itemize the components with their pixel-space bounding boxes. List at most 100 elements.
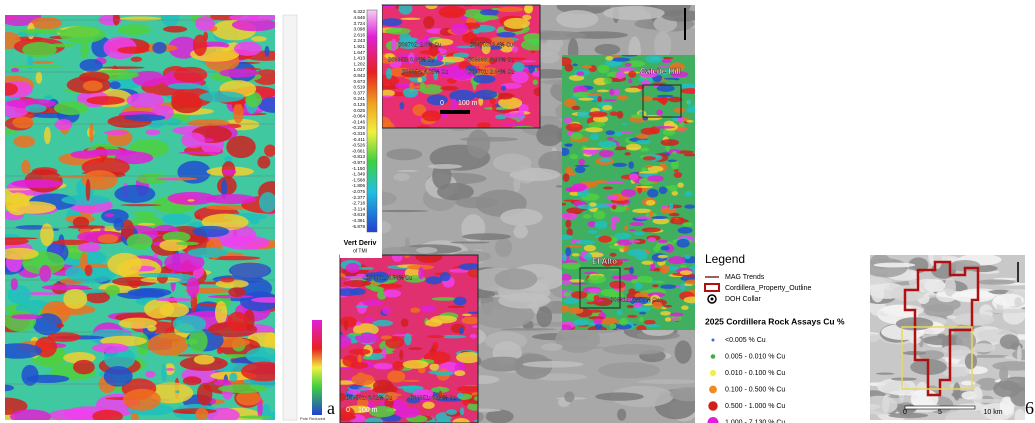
map-blob (620, 189, 637, 198)
colorbar-label: -0.146 (352, 119, 365, 124)
colorbar-label: 0.673 (354, 79, 366, 84)
map-blob (671, 160, 679, 170)
map-blob (231, 18, 275, 32)
map-blob (415, 38, 431, 45)
colorbar-label: 0.125 (354, 102, 366, 107)
map-blob (396, 169, 419, 172)
map-blob (620, 130, 633, 134)
legend-item: 0.010 - 0.100 % Cu (725, 370, 785, 377)
scale-text: 0 (903, 409, 907, 416)
map-blob (450, 22, 469, 35)
map-blob (153, 253, 158, 259)
map-blob (459, 407, 465, 416)
scale-text: 0 (346, 407, 350, 414)
map-blob (661, 307, 667, 310)
scale-text: 100 m (458, 100, 478, 107)
map-blob (426, 94, 448, 106)
map-blob (205, 204, 251, 211)
map-blob (164, 118, 182, 126)
map-blob (426, 335, 445, 339)
map-blob (608, 268, 620, 271)
map-blob (633, 231, 645, 236)
map-blob (562, 273, 572, 281)
map-blob (418, 267, 425, 280)
scale-text: 5 (938, 409, 942, 416)
map-blob (587, 92, 601, 97)
map-blob (80, 42, 89, 59)
map-blob (657, 239, 668, 244)
map-blob (387, 370, 406, 383)
map-blob (1016, 345, 1022, 364)
map-blob (124, 114, 166, 122)
map-blob (382, 116, 391, 128)
map-blob (81, 170, 118, 191)
map-blob (373, 362, 393, 370)
map-blob (660, 311, 671, 316)
map-blob (103, 36, 137, 60)
map-blob (485, 409, 514, 423)
map-blob (219, 68, 259, 78)
map-blob (686, 119, 694, 123)
map-blob (652, 217, 670, 225)
map-blob (107, 252, 142, 276)
map-blob (937, 333, 946, 339)
map-blob (583, 147, 603, 150)
map-blob (637, 84, 645, 90)
map-blob (609, 88, 615, 96)
map-blob (624, 62, 632, 67)
map-blob (652, 301, 663, 309)
map-blob (563, 292, 571, 297)
map-blob (624, 152, 631, 156)
map-blob (408, 52, 415, 64)
map-blob (372, 319, 394, 327)
map-blob (251, 297, 275, 303)
map-blob (588, 316, 605, 320)
map-blob (364, 316, 375, 322)
map-blob (264, 144, 275, 157)
colorbar-label: 2.243 (354, 38, 366, 43)
colorbar-label: 6.322 (354, 9, 366, 14)
colorbar-label: -3.114 (352, 206, 365, 211)
map-blob (496, 6, 524, 13)
legend-item: Cordillera_Property_Outline (725, 285, 811, 292)
map-blob (532, 70, 540, 77)
sample-label: B06699: 3.99% Cu (468, 57, 514, 63)
map-blob (432, 38, 454, 46)
map-blob (97, 234, 119, 244)
map-blob (173, 66, 208, 83)
map-blob (628, 266, 635, 275)
map-blob (593, 294, 600, 302)
map-blob (122, 388, 161, 411)
map-blob (195, 16, 215, 31)
map-blob (679, 270, 693, 276)
map-blob (384, 53, 395, 59)
map-blob (577, 110, 591, 118)
map-blob (668, 212, 680, 217)
map-blob (602, 186, 614, 190)
legend-dot (709, 369, 717, 377)
sample-label: B06501: 3.02% Cu (346, 395, 392, 401)
map-blob (571, 253, 580, 257)
map-blob (522, 14, 532, 21)
map-blob (147, 333, 189, 356)
map-blob (952, 313, 995, 326)
map-blob (419, 50, 441, 55)
map-blob (132, 70, 165, 87)
map-blob (171, 87, 213, 108)
map-blob (245, 91, 262, 108)
map-blob (578, 158, 585, 166)
map-blob (562, 234, 573, 240)
map-texture (562, 55, 695, 330)
map-blob (677, 227, 693, 234)
legend-title: Legend (705, 252, 745, 266)
place-label: El Alto (592, 257, 617, 266)
map-blob (581, 65, 593, 69)
map-blob (356, 273, 367, 277)
map-blob (513, 225, 528, 239)
map-blob (397, 385, 424, 390)
map-blob (588, 121, 606, 128)
map-blob (520, 38, 540, 51)
map-blob (631, 114, 646, 119)
map-blob (594, 43, 621, 56)
colorbar-label: 1.413 (354, 56, 366, 61)
